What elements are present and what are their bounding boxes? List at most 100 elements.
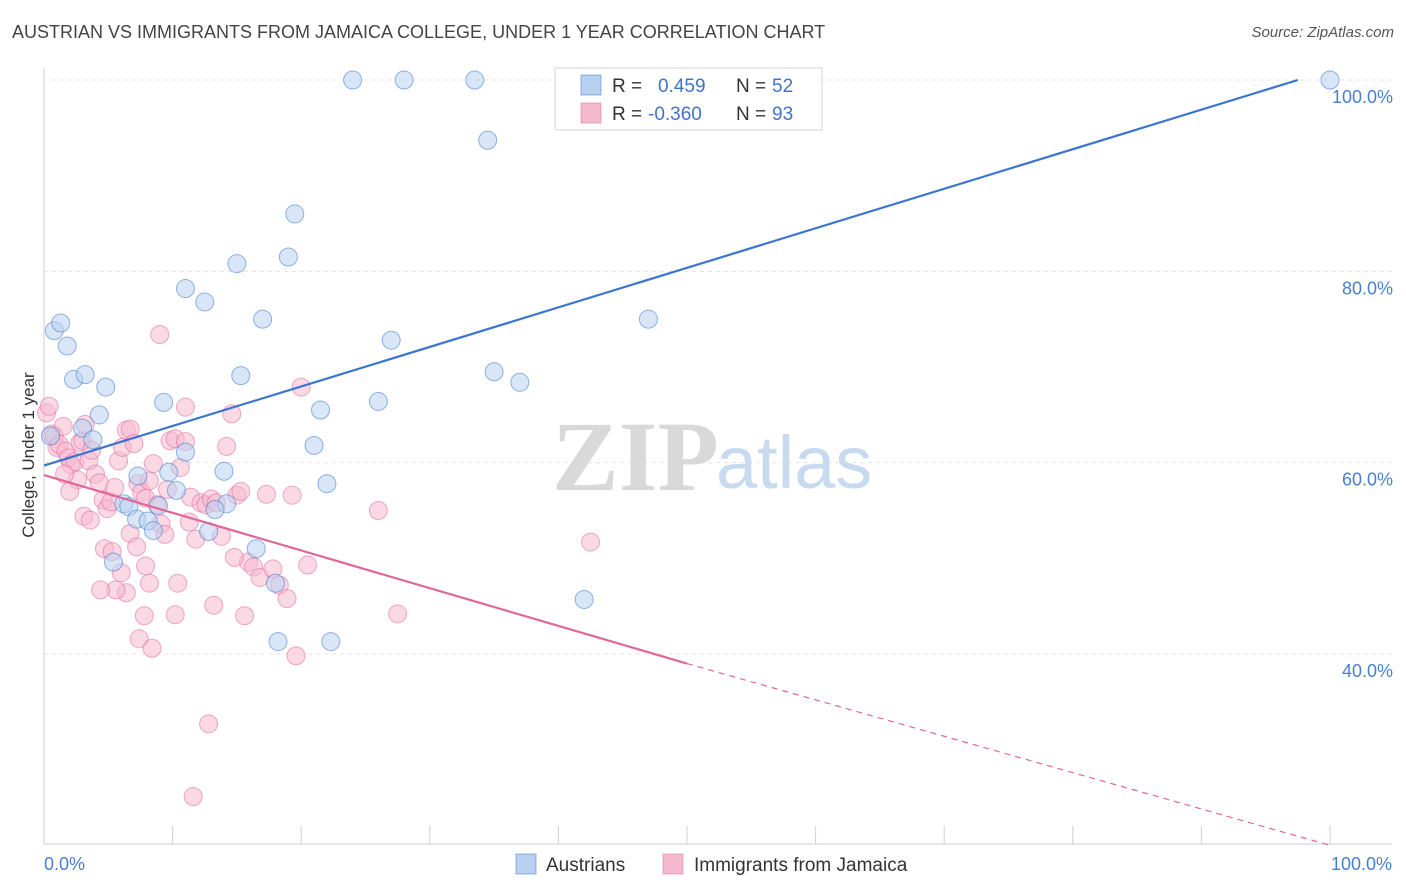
austrian-point-23 (154, 392, 174, 412)
watermark-atlas: atlas (716, 421, 872, 504)
austrian-points (40, 70, 1340, 652)
stats-legend: R = 0.459 N = 52 R = -0.360 N = 93 (554, 67, 823, 131)
jamaica-point-92 (204, 595, 224, 615)
austrian-point-26 (89, 405, 109, 425)
stats-legend-r-value-2: -0.360 (648, 104, 702, 125)
austrian-point-8 (227, 254, 247, 274)
stats-legend-r-value-1: 0.459 (658, 76, 706, 97)
grid-lines (44, 79, 1392, 655)
stats-legend-n-label-2: N = (736, 104, 766, 125)
jamaica-trend-extension (686, 662, 1331, 846)
legend-austrians-label: Austrians (546, 855, 625, 876)
jamaica-point-51 (235, 606, 255, 626)
stats-legend-blue-swatch (580, 74, 602, 96)
jamaica-point-1 (39, 396, 59, 416)
austrian-point-14 (51, 313, 71, 333)
austrian-point-18 (510, 372, 530, 392)
jamaica-point-58 (277, 589, 297, 609)
austrian-point-47 (103, 552, 123, 572)
austrian-point-21 (96, 377, 116, 397)
jamaica-point-59 (282, 485, 302, 505)
austrian-point-24 (368, 391, 388, 411)
austrian-point-0 (343, 70, 363, 90)
jamaica-point-68 (139, 573, 159, 593)
jamaica-point-82 (80, 510, 100, 530)
jamaica-point-73 (165, 605, 185, 625)
jamaica-point-65 (581, 532, 601, 552)
austrian-point-6 (285, 204, 305, 224)
austrian-point-3 (1320, 70, 1340, 90)
legend-jamaica-swatch (662, 853, 684, 875)
austrian-point-36 (166, 480, 186, 500)
austrian-point-17 (484, 362, 504, 382)
jamaica-point-32 (143, 454, 163, 474)
austrian-point-51 (321, 632, 341, 652)
austrian-point-32 (214, 461, 234, 481)
axes (43, 68, 1392, 845)
jamaica-point-47 (217, 436, 237, 456)
jamaica-point-77 (199, 714, 219, 734)
austrian-point-22 (231, 366, 251, 386)
y-axis-title: College, Under 1 year (19, 372, 38, 538)
watermark: ZIP atlas (552, 401, 872, 512)
jamaica-point-63 (368, 501, 388, 520)
austrian-point-11 (253, 309, 273, 329)
austrian-point-12 (638, 309, 658, 329)
austrian-point-44 (143, 521, 163, 541)
stats-legend-r-label-1: R = (612, 76, 642, 97)
bottom-legend: Austrians Immigrants from Jamaica (515, 853, 908, 876)
jamaica-point-64 (388, 604, 408, 624)
austrian-point-16 (381, 330, 401, 350)
jamaica-point-76 (91, 580, 111, 600)
x-max-label: 100.0% (1331, 854, 1392, 874)
jamaica-point-78 (183, 787, 203, 807)
jamaica-point-60 (286, 646, 306, 666)
watermark-zip: ZIP (552, 401, 719, 512)
austrian-point-34 (128, 466, 148, 486)
source-credit: Source: ZipAtlas.com (1251, 24, 1394, 41)
jamaica-point-80 (55, 464, 75, 484)
austrian-point-20 (75, 365, 95, 385)
stats-legend-pink-swatch (580, 102, 602, 124)
austrian-point-48 (265, 573, 285, 593)
austrian-point-1 (394, 70, 414, 90)
y-tick-label-40: 40.0% (1342, 661, 1393, 681)
jamaica-point-55 (256, 484, 276, 504)
jamaica-point-62 (298, 555, 318, 575)
austrian-point-15 (57, 336, 77, 356)
austrian-point-46 (246, 539, 266, 559)
austrian-point-25 (310, 400, 330, 420)
y-tick-label-60: 60.0% (1342, 470, 1393, 490)
austrian-point-29 (304, 435, 324, 455)
jamaica-point-70 (129, 629, 149, 649)
jamaica-point-86 (127, 537, 147, 557)
y-tick-label-80: 80.0% (1342, 278, 1393, 298)
austrian-point-31 (40, 426, 60, 446)
legend-jamaica-label: Immigrants from Jamaica (694, 855, 908, 876)
austrian-point-7 (278, 247, 298, 267)
jamaica-point-91 (224, 547, 244, 567)
jamaica-point-69 (134, 606, 154, 626)
austrian-point-35 (317, 474, 337, 494)
austrian-point-41 (205, 500, 225, 520)
stats-legend-r-label-2: R = (612, 104, 642, 125)
jamaica-point-87 (136, 556, 156, 576)
austrian-point-4 (478, 130, 498, 150)
stats-legend-n-value-2: 93 (772, 104, 793, 125)
jamaica-trend-line (43, 474, 688, 665)
jamaica-point-66 (150, 324, 170, 344)
austrian-point-2 (465, 70, 485, 90)
trend-lines (43, 78, 1331, 846)
chart-title: AUSTRIAN VS IMMIGRANTS FROM JAMAICA COLL… (12, 22, 826, 42)
stats-legend-n-label-1: N = (736, 76, 766, 97)
jamaica-point-71 (142, 638, 162, 658)
austrian-point-50 (268, 632, 288, 652)
x-min-label: 0.0% (44, 854, 85, 874)
jamaica-point-39 (175, 397, 195, 417)
stats-legend-n-value-1: 52 (772, 76, 793, 97)
austrian-trend-line (43, 78, 1299, 467)
austrian-point-30 (175, 442, 195, 462)
austrian-point-28 (83, 430, 103, 450)
austrian-point-9 (175, 279, 195, 299)
